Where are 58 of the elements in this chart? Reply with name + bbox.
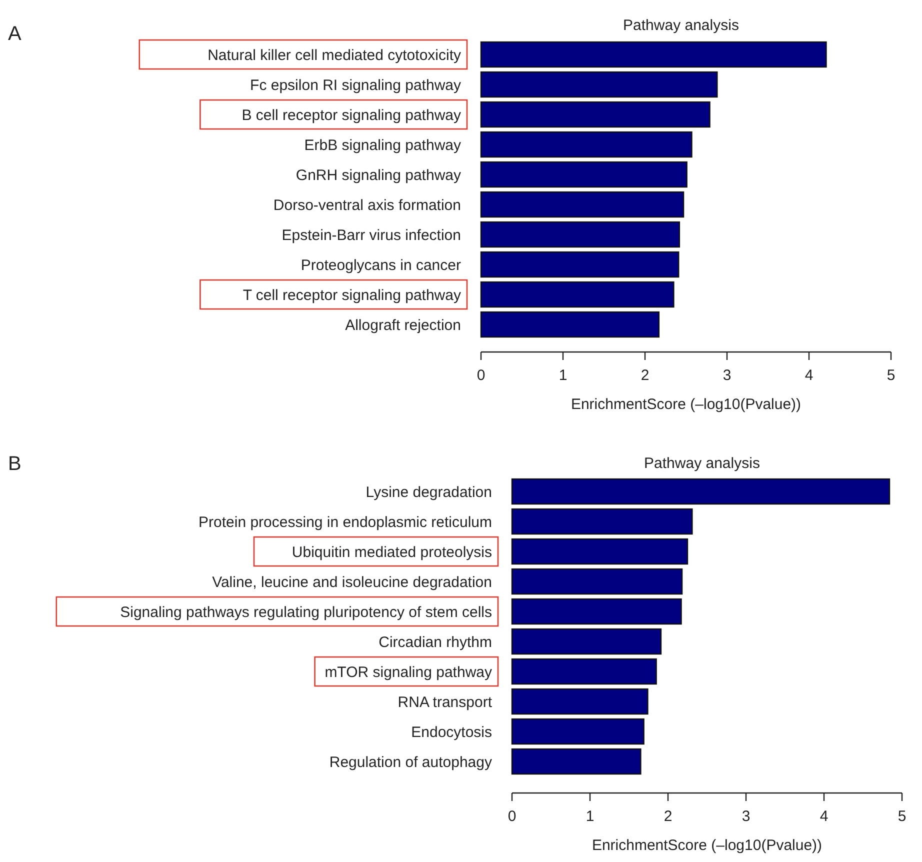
text: A bbox=[8, 23, 22, 45]
x-tick-label: 3 bbox=[722, 367, 732, 384]
bar bbox=[480, 191, 684, 218]
x-tick-label: 5 bbox=[886, 367, 896, 384]
x-tick-label: 0 bbox=[476, 367, 486, 384]
y-tick-label: Proteoglycans in cancer bbox=[300, 256, 461, 274]
x-tick-label: 0 bbox=[508, 808, 516, 825]
bar bbox=[511, 688, 648, 715]
bar bbox=[480, 311, 660, 338]
bar bbox=[511, 658, 657, 685]
x-tick-label: 4 bbox=[804, 367, 814, 384]
y-tick-label: T cell receptor signaling pathway bbox=[242, 286, 462, 304]
y-tick-label: Circadian rhythm bbox=[378, 634, 492, 651]
x-tick-label: 5 bbox=[898, 808, 906, 825]
bar bbox=[511, 568, 683, 595]
bar bbox=[480, 71, 718, 98]
x-tick-label: 1 bbox=[558, 367, 568, 384]
y-tick-label: Regulation of autophagy bbox=[329, 754, 492, 771]
y-tick-label: RNA transport bbox=[398, 694, 493, 711]
y-tick-label: Endocytosis bbox=[411, 724, 492, 741]
y-tick-label: GnRH signaling pathway bbox=[296, 166, 462, 184]
x-tick-label: 4 bbox=[820, 808, 828, 825]
bar bbox=[480, 221, 680, 248]
y-tick-label: Protein processing in endoplasmic reticulum bbox=[198, 514, 492, 531]
x-tick-label: 3 bbox=[742, 808, 750, 825]
y-tick-label: mTOR signaling pathway bbox=[324, 664, 492, 681]
bar bbox=[511, 718, 644, 745]
x-tick-label: 2 bbox=[640, 367, 650, 384]
chart-title: Pathway analysis bbox=[623, 17, 739, 34]
y-tick-label: Allograft rejection bbox=[345, 316, 461, 334]
y-tick-label: Dorso-ventral axis formation bbox=[273, 196, 461, 214]
bar bbox=[480, 101, 710, 128]
y-tick-label: Epstein-Barr virus infection bbox=[282, 226, 461, 244]
bar bbox=[511, 478, 890, 505]
x-axis-title: EnrichmentScore (–log10(Pvalue)) bbox=[592, 837, 822, 854]
bar bbox=[480, 251, 680, 278]
y-tick-label: B cell receptor signaling pathway bbox=[242, 106, 462, 124]
y-tick-label: Fc epsilon RI signaling pathway bbox=[250, 76, 462, 94]
y-tick-label: Ubiquitin mediated proteolysis bbox=[292, 544, 492, 561]
y-tick-label: Valine, leucine and isoleucine degradation bbox=[212, 574, 492, 591]
y-tick-label: Natural killer cell mediated cytotoxicity bbox=[208, 46, 462, 64]
x-tick-label: 1 bbox=[586, 808, 594, 825]
y-tick-label: ErbB signaling pathway bbox=[304, 136, 462, 154]
bar bbox=[480, 161, 688, 188]
bar bbox=[511, 628, 662, 655]
chart-title: Pathway analysis bbox=[644, 455, 760, 472]
x-axis-title: EnrichmentScore (–log10(Pvalue)) bbox=[570, 396, 802, 413]
x-tick-label: 2 bbox=[664, 808, 672, 825]
y-tick-label: Lysine degradation bbox=[366, 484, 492, 501]
bar bbox=[480, 41, 827, 68]
bar bbox=[511, 508, 693, 535]
bar bbox=[511, 748, 642, 775]
bar bbox=[480, 131, 692, 158]
bar bbox=[480, 281, 674, 308]
bar bbox=[511, 598, 682, 625]
text: B bbox=[8, 453, 22, 475]
y-tick-label: Signaling pathways regulating pluripotency of stem cells bbox=[120, 604, 492, 621]
bar bbox=[511, 538, 688, 565]
